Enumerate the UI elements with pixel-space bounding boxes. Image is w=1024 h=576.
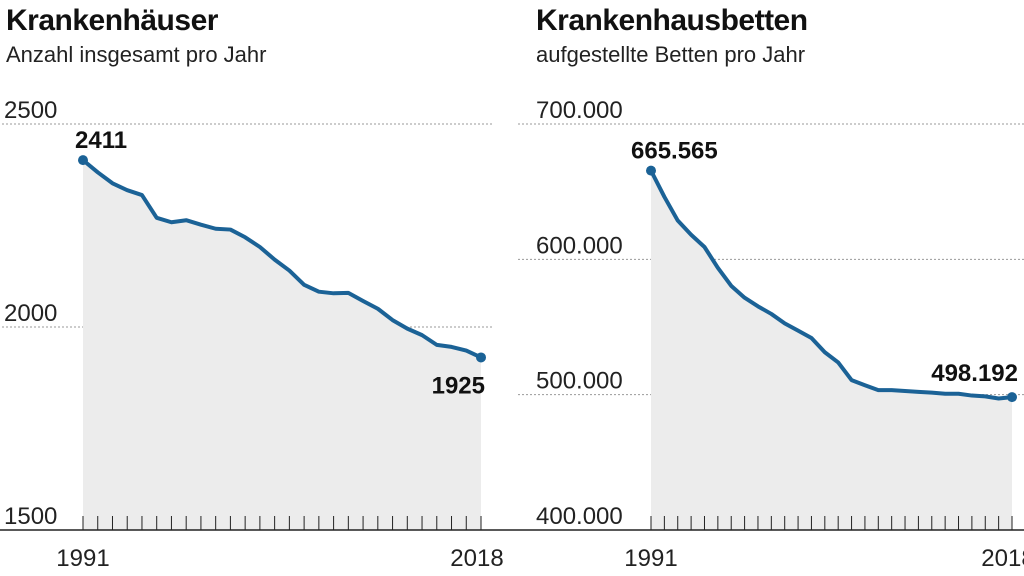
- hospitals-chart: 1500 2000 2500 1991 2018 2411 1925: [0, 97, 512, 572]
- data-label: 498.192: [931, 360, 1018, 387]
- y-tick-label: 700.000: [536, 97, 623, 124]
- y-tick-label: 2000: [4, 300, 57, 327]
- area-fill: [83, 160, 481, 530]
- chart-title: Krankenhäuser: [6, 4, 218, 37]
- y-tick-label: 600.000: [536, 232, 623, 259]
- y-tick-label: 1500: [4, 503, 57, 530]
- data-label: 665.565: [631, 138, 718, 165]
- data-point: [78, 155, 88, 166]
- data-point: [1007, 392, 1017, 403]
- data-point: [476, 352, 486, 363]
- y-tick-label: 500.000: [536, 368, 623, 395]
- x-tick-label: 1991: [56, 545, 109, 572]
- chart-subtitle: Anzahl insgesamt pro Jahr: [6, 42, 267, 67]
- x-tick-label: 2018: [450, 545, 503, 572]
- series-line: [649, 168, 1014, 401]
- chart-title: Krankenhausbetten: [536, 4, 808, 37]
- x-tick-label: 1991: [624, 545, 677, 572]
- data-label: 1925: [432, 372, 485, 399]
- chart-panel-beds: Krankenhausbetten aufgestellte Betten pr…: [512, 0, 1024, 576]
- area-fill: [651, 170, 1012, 530]
- data-label: 2411: [75, 127, 127, 154]
- chart-panel-hospitals: Krankenhäuser Anzahl insgesamt pro Jahr …: [0, 4, 512, 572]
- chart-subtitle: aufgestellte Betten pro Jahr: [536, 42, 806, 67]
- y-tick-label: 2500: [4, 97, 57, 124]
- x-tick-label: 2018: [981, 545, 1024, 572]
- series-line: [81, 158, 483, 360]
- y-tick-label: 400.000: [536, 503, 623, 530]
- data-point: [646, 165, 656, 176]
- beds-chart: 400.000 500.000 600.000 700.000 1991 2018 665.…: [512, 97, 1024, 572]
